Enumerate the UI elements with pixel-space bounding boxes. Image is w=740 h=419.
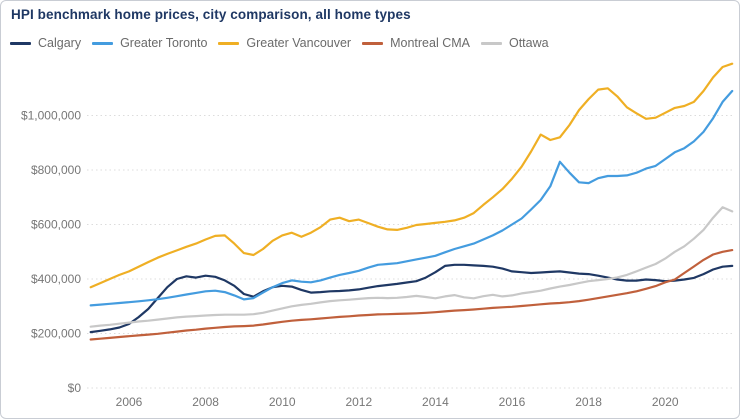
x-axis-tick-label: 2010 [269, 395, 296, 409]
y-axis-tick-label: $0 [68, 381, 82, 395]
legend-item-greater-toronto[interactable]: Greater Toronto [92, 36, 207, 50]
legend-item-greater-vancouver[interactable]: Greater Vancouver [218, 36, 351, 50]
legend-swatch-icon [92, 41, 114, 45]
x-axis-tick-label: 2016 [499, 395, 526, 409]
x-axis-tick-label: 2012 [345, 395, 372, 409]
legend-swatch-icon [480, 41, 502, 45]
series-line-greater-toronto[interactable] [89, 89, 734, 307]
x-axis-tick-label: 2018 [575, 395, 602, 409]
y-axis-tick-label: $800,000 [31, 163, 81, 177]
legend-item-montreal-cma[interactable]: Montreal CMA [362, 36, 470, 50]
x-axis-tick-label: 2020 [652, 395, 679, 409]
legend-label: Greater Toronto [120, 36, 208, 50]
legend-label: Ottawa [508, 36, 549, 50]
legend-label: Calgary [38, 36, 82, 50]
y-axis-tick-label: $200,000 [31, 327, 81, 341]
legend-swatch-icon [10, 41, 31, 45]
x-axis-tick-label: 2006 [116, 395, 143, 409]
series-line-greater-vancouver[interactable] [89, 62, 734, 289]
legend-swatch-icon [362, 41, 384, 45]
x-axis-tick-label: 2014 [422, 395, 449, 409]
legend-item-calgary[interactable]: Calgary [10, 36, 81, 50]
legend-item-ottawa[interactable]: Ottawa [480, 36, 549, 50]
legend: Calgary Greater Toronto Greater Vancouver M… [10, 36, 549, 50]
series-line-ottawa[interactable] [89, 206, 734, 328]
series-line-calgary[interactable] [89, 263, 734, 334]
legend-swatch-icon [218, 41, 240, 45]
legend-label: Greater Vancouver [246, 36, 352, 50]
series-line-montreal-cma[interactable] [89, 249, 734, 341]
chart-title: HPI benchmark home prices, city comparis… [11, 7, 411, 22]
y-axis-tick-label: $1,000,000 [21, 109, 81, 123]
y-axis-tick-label: $600,000 [31, 218, 81, 232]
y-axis-tick-label: $400,000 [31, 272, 81, 286]
legend-label: Montreal CMA [390, 36, 470, 50]
x-axis-tick-label: 2008 [192, 395, 219, 409]
